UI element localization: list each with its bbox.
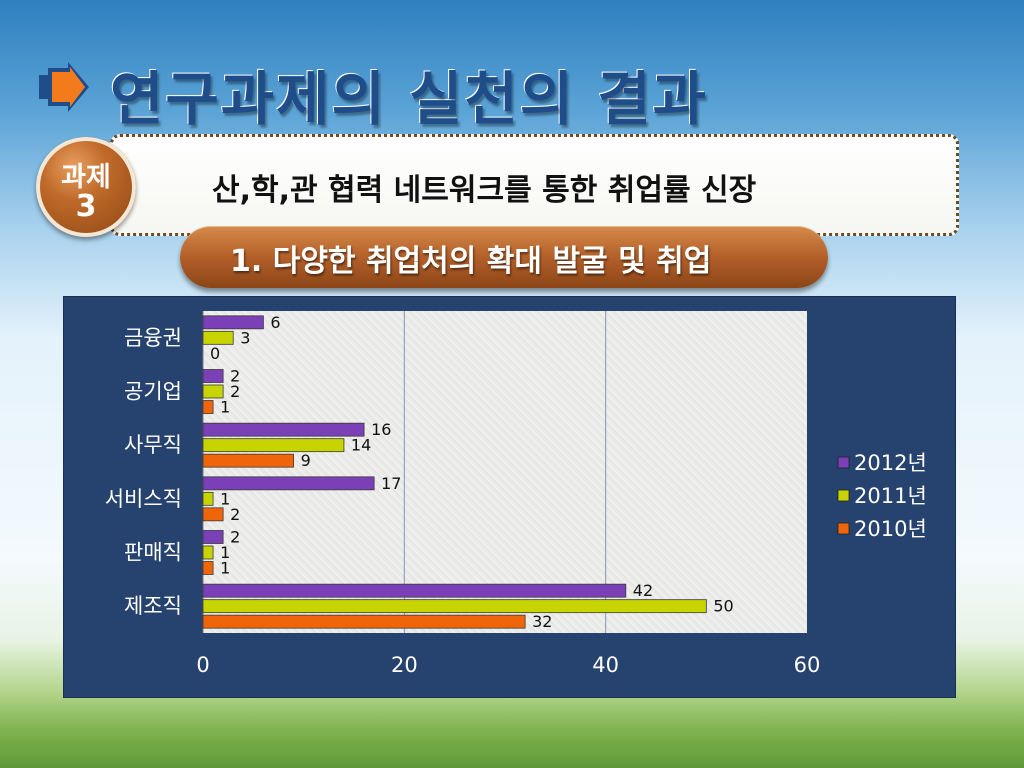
task-badge: 과제 3	[36, 137, 136, 237]
legend-label: 2010년	[854, 517, 927, 541]
data-label: 14	[351, 436, 371, 455]
x-tick-label: 60	[794, 653, 821, 677]
section-pill	[180, 226, 828, 288]
data-label: 3	[240, 328, 250, 347]
category-label: 금융권	[124, 326, 182, 350]
data-label: 9	[301, 451, 311, 470]
bar-2012	[202, 315, 264, 330]
data-label: 2	[230, 505, 240, 524]
data-label: 17	[381, 474, 401, 493]
bar-2011	[202, 330, 234, 345]
category-label: 판매직	[124, 541, 182, 565]
legend-swatch-2012	[837, 456, 850, 469]
bar-2011	[202, 599, 707, 614]
slide-title: 연구과제의 실천의 결과	[110, 65, 708, 133]
bar-2011	[202, 384, 224, 399]
x-tick-label: 0	[196, 653, 209, 677]
badge-label: 과제	[61, 162, 111, 193]
data-label: 6	[270, 313, 280, 332]
data-label: 0	[210, 344, 220, 363]
category-label: 공기업	[124, 380, 182, 404]
data-label: 42	[633, 581, 653, 600]
legend-label: 2012년	[854, 451, 927, 475]
bar-2012	[202, 583, 627, 598]
bar-2010	[202, 614, 526, 629]
data-label: 32	[532, 612, 552, 631]
data-label: 50	[713, 597, 733, 616]
data-label: 1	[220, 559, 230, 578]
data-label: 2	[230, 367, 240, 386]
bar-2010	[202, 400, 214, 414]
bar-2012	[202, 476, 375, 491]
bar-2011	[202, 438, 345, 453]
data-label: 1	[220, 398, 230, 417]
category-label: 사무직	[124, 433, 182, 457]
bar-2012	[202, 530, 224, 544]
data-label: 16	[371, 420, 391, 439]
x-tick-label: 20	[391, 653, 418, 677]
bar-2012	[202, 422, 365, 437]
bar-2011	[202, 545, 214, 560]
bar-2010	[202, 561, 214, 575]
bar-2012	[202, 369, 224, 383]
bar-2011	[202, 491, 214, 506]
bar-2010	[202, 453, 294, 468]
banner-text: 산,학,관 협력 네트워크를 통한 취업률 신장	[212, 173, 757, 208]
section-heading: 1. 다양한 취업처의 확대 발굴 및 취업	[230, 244, 712, 279]
badge-number: 3	[75, 189, 97, 224]
x-tick-label: 40	[592, 653, 619, 677]
legend-swatch-2010	[837, 522, 850, 535]
data-label: 2	[230, 382, 240, 401]
bar-2010	[202, 507, 224, 522]
category-label: 제조직	[124, 594, 182, 618]
plot-area	[203, 311, 807, 633]
data-label: 1	[220, 489, 230, 508]
right-arrow-icon	[39, 62, 89, 112]
data-label: 1	[220, 543, 230, 562]
category-label: 서비스직	[105, 487, 182, 511]
data-label: 2	[230, 528, 240, 547]
legend-swatch-2011	[837, 489, 850, 502]
legend-label: 2011년	[854, 484, 927, 508]
